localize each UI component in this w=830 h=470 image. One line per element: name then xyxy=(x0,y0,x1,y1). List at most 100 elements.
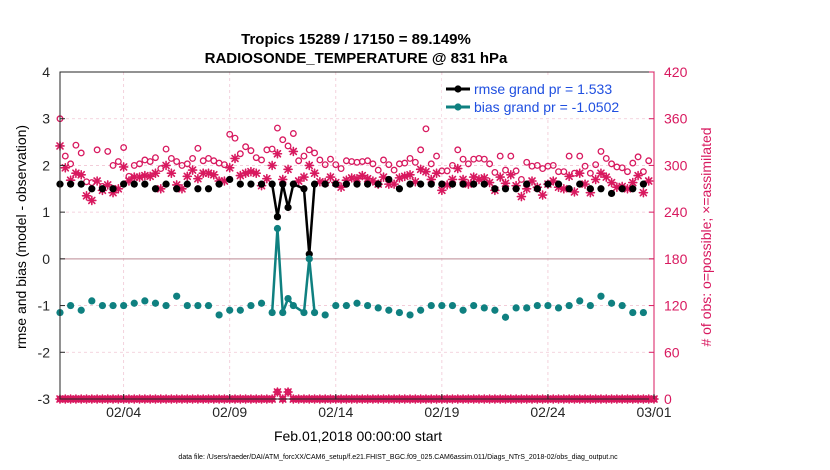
x-axis: 02/04 02/09 02/14 02/19 02/24 03/01 xyxy=(106,394,672,420)
bias-point xyxy=(215,311,223,319)
x-axis-label: Feb.01,2018 00:00:00 start xyxy=(274,428,442,444)
obs-possible-marker xyxy=(337,165,345,172)
rmse-point xyxy=(607,189,616,198)
rmse-point xyxy=(342,180,350,188)
obs-possible-marker xyxy=(385,161,393,169)
obs-possible-marker xyxy=(295,157,303,165)
obs-possible-marker xyxy=(173,158,181,165)
obs-possible-marker xyxy=(422,125,430,133)
obs-possible-marker xyxy=(417,146,425,154)
y-tick-label-right: 360 xyxy=(664,111,688,127)
obs-assimilated-marker xyxy=(161,160,171,171)
obs-assimilated-marker xyxy=(506,169,516,180)
obs-possible-marker xyxy=(411,158,419,166)
obs-possible-marker xyxy=(597,147,605,155)
bias-segment xyxy=(276,228,284,313)
obs-possible-marker xyxy=(433,152,441,160)
obs-possible-marker xyxy=(576,152,584,160)
obs-assimilated-marker xyxy=(389,179,399,189)
obs-possible-marker xyxy=(464,160,472,168)
obs-possible-marker xyxy=(427,160,435,168)
obs-possible-marker xyxy=(496,152,504,160)
obs-assimilated-bottom-marker xyxy=(283,387,293,397)
x-tick-label: 02/19 xyxy=(424,404,459,420)
left-axis: 4 3 2 1 0 -1 -2 -3 xyxy=(38,64,65,407)
bias-point xyxy=(353,299,361,307)
y-tick-label-left: 4 xyxy=(42,64,50,80)
obs-possible-marker xyxy=(311,149,319,157)
rmse-point xyxy=(544,180,552,188)
obs-assimilated-marker xyxy=(262,173,272,184)
obs-assimilated-marker xyxy=(87,195,97,206)
obs-possible-marker xyxy=(61,152,69,160)
rmse-point xyxy=(406,180,414,188)
rmse-point xyxy=(257,180,266,188)
footnote: data file: /Users/raeder/DAI/ATM_forcXX/… xyxy=(178,454,618,461)
obs-assimilated-marker xyxy=(574,168,585,179)
obs-possible-marker xyxy=(629,159,637,167)
x-tick-label: 02/14 xyxy=(318,404,353,420)
bias-point xyxy=(236,306,244,314)
obs-possible-marker xyxy=(560,168,568,176)
bias-point xyxy=(470,301,478,310)
y-tick-label-right: 0 xyxy=(664,391,672,407)
chart-title-line1: Tropics 15289 / 17150 = 89.149% xyxy=(241,31,471,48)
obs-assimilated-bottom-marker xyxy=(272,387,283,397)
y-tick-label-right: 60 xyxy=(664,344,680,360)
obs-possible-marker xyxy=(390,166,398,174)
bias-point xyxy=(438,301,446,310)
obs-possible-marker xyxy=(512,167,520,175)
obs-assimilated-marker xyxy=(527,176,537,186)
bias-point xyxy=(607,299,616,307)
bias-point xyxy=(427,301,435,310)
rmse-point xyxy=(300,185,308,193)
bias-segment xyxy=(308,258,316,313)
obs-possible-marker xyxy=(258,156,265,164)
obs-possible-marker xyxy=(624,168,631,176)
obs-possible-marker xyxy=(406,154,414,162)
obs-assimilated-marker xyxy=(309,168,320,179)
rmse-point xyxy=(639,180,647,188)
obs-assimilated-marker xyxy=(150,168,161,179)
rmse-point xyxy=(385,175,393,184)
obs-possible-marker xyxy=(316,156,324,164)
obs-possible-marker xyxy=(109,161,117,169)
rmse-segment xyxy=(281,183,290,208)
rmse-point xyxy=(98,185,107,193)
y-axis-label-left: rmse and bias (model - observation) xyxy=(13,125,29,349)
rmse-point xyxy=(226,175,234,184)
rmse-point xyxy=(321,180,329,188)
obs-possible-marker xyxy=(77,149,85,157)
rmse-point xyxy=(554,180,563,188)
rmse-point xyxy=(417,180,425,188)
bias-point xyxy=(448,301,457,310)
rmse-point xyxy=(173,185,181,193)
obs-possible-marker xyxy=(93,146,101,154)
bias-segment xyxy=(302,258,311,313)
obs-possible-marker xyxy=(565,152,573,160)
bias-point xyxy=(586,301,594,310)
bias-point xyxy=(501,313,510,321)
rmse-point xyxy=(310,180,319,188)
obs-possible-marker xyxy=(523,158,531,166)
obs-possible-marker xyxy=(279,136,287,144)
bias-point xyxy=(491,306,499,314)
rmse-point xyxy=(268,180,276,188)
obs-assimilated-marker xyxy=(643,176,654,186)
obs-possible-marker xyxy=(634,153,642,161)
x-tick-label: 02/04 xyxy=(106,404,141,420)
rmse-point xyxy=(77,180,85,188)
rmse-point xyxy=(597,185,605,193)
rmse-segment xyxy=(276,183,284,218)
bias-point xyxy=(257,299,266,307)
obs-possible-marker xyxy=(268,145,276,153)
rmse-point xyxy=(332,180,340,188)
obs-possible-marker xyxy=(72,141,80,149)
rmse-point xyxy=(629,185,637,193)
rmse-point xyxy=(427,180,435,188)
bias-point xyxy=(597,292,605,300)
legend-bias-marker xyxy=(454,103,462,111)
obs-possible-marker xyxy=(374,166,382,174)
x-tick-label: 03/01 xyxy=(636,404,671,420)
bias-point xyxy=(459,306,467,314)
